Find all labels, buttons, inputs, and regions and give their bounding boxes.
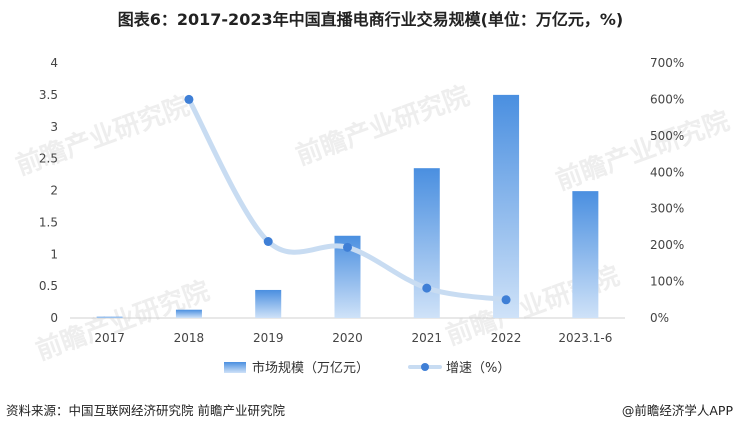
legend-line-marker — [421, 363, 429, 371]
y-left-tick-label: 1.5 — [39, 215, 58, 229]
bar — [493, 94, 520, 318]
x-tick-label: 2023.1-6 — [558, 331, 612, 345]
growth-point — [343, 242, 352, 252]
y-left-tick-label: 2 — [50, 184, 58, 198]
y-left-tick-label: 2.5 — [39, 152, 58, 166]
y-right-tick-label: 600% — [650, 92, 684, 106]
y-right-tick-label: 400% — [650, 165, 684, 179]
y-left-tick-label: 4 — [50, 56, 58, 70]
growth-line-series — [184, 94, 511, 305]
growth-line — [186, 96, 509, 303]
y-left-tick-label: 3.5 — [39, 88, 58, 102]
growth-point — [501, 295, 511, 305]
y-right-tick-label: 200% — [650, 238, 684, 252]
bar — [175, 309, 202, 318]
x-tick-label: 2018 — [174, 331, 205, 345]
y-right-tick-label: 500% — [650, 129, 684, 143]
legend-line-label: 增速（%） — [446, 361, 510, 376]
brand-credit: @前瞻经济学人APP — [621, 403, 733, 418]
x-tick-label: 2022 — [491, 331, 522, 345]
legend: 市场规模（万亿元） 增速（%） — [224, 360, 510, 376]
x-tick-label: 2019 — [253, 331, 284, 345]
bar — [255, 289, 282, 318]
bar — [96, 316, 123, 318]
y-left-tick-label: 0.5 — [39, 279, 58, 293]
y-right-tick-label: 0% — [650, 311, 669, 325]
watermark-text: 前瞻产业研究院 — [12, 90, 194, 181]
growth-point — [422, 283, 432, 293]
x-tick-label: 2021 — [412, 331, 443, 345]
y-right-tick-label: 300% — [650, 202, 684, 216]
growth-point — [184, 94, 194, 104]
watermark-text: 前瞻产业研究院 — [32, 275, 214, 366]
y-left-tick-label: 0 — [50, 311, 58, 325]
chart-title: 图表6：2017-2023年中国直播电商行业交易规模(单位：万亿元，%) — [117, 10, 624, 29]
growth-point — [263, 237, 273, 246]
x-tick-label: 2020 — [332, 331, 363, 345]
watermark-text: 前瞻产业研究院 — [552, 105, 734, 196]
y-right-tick-label: 100% — [650, 275, 684, 289]
bar — [413, 168, 440, 318]
legend-bar-swatch — [224, 362, 246, 373]
y-right-tick-label: 700% — [650, 56, 684, 70]
y-left-tick-label: 1 — [50, 247, 58, 261]
legend-bar-label: 市场规模（万亿元） — [252, 360, 369, 376]
bar — [572, 191, 599, 318]
watermark-text: 前瞻产业研究院 — [292, 80, 474, 171]
x-tick-label: 2017 — [94, 331, 125, 345]
source-note: 资料来源：中国互联网经济研究院 前瞻产业研究院 — [6, 403, 285, 418]
y-left-tick-label: 3 — [50, 120, 58, 134]
